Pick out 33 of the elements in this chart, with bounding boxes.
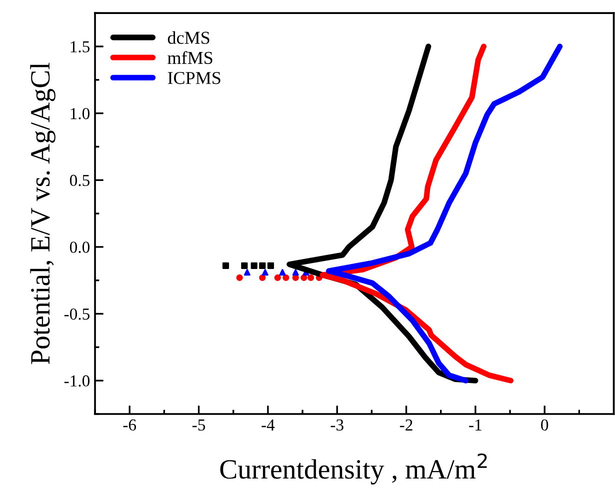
point — [241, 262, 248, 269]
point — [300, 274, 308, 281]
y-tick-label: 0.5 — [70, 174, 90, 186]
point — [279, 269, 286, 276]
x-tick-label: -2 — [400, 419, 412, 430]
x-axis-title: Currentdensity , mA/m$^{2}$ — [220, 453, 487, 484]
y-tick-label: -1.0 — [64, 375, 90, 387]
x-tick-label: -6 — [123, 419, 136, 431]
y-tick-label: -0.5 — [64, 308, 90, 320]
x-tick-label: -3 — [330, 419, 344, 431]
point — [236, 274, 243, 281]
y-tick-label: 0.0 — [70, 242, 90, 253]
point — [259, 274, 266, 281]
point — [274, 274, 281, 281]
point — [308, 274, 314, 281]
legend-label: ICPMS — [168, 72, 220, 84]
point — [292, 269, 299, 276]
legend-label: mfMS — [168, 51, 212, 64]
point — [282, 274, 290, 281]
x-tick-label: 0 — [541, 419, 548, 431]
point — [222, 262, 230, 269]
x-tick-label: -4 — [262, 419, 275, 430]
legend-label: dcMS — [168, 31, 210, 44]
y-axis-title: Potential, E/V vs. Ag/AgCl — [30, 62, 56, 364]
x-tick-label: -5 — [192, 420, 206, 431]
x-tick-label: -1 — [469, 419, 482, 430]
point — [244, 269, 250, 276]
point — [262, 269, 268, 276]
y-tick-label: 1.5 — [70, 41, 90, 52]
point — [250, 262, 258, 269]
point — [259, 262, 266, 269]
point — [267, 262, 274, 269]
y-tick-label: 1.0 — [70, 108, 90, 120]
